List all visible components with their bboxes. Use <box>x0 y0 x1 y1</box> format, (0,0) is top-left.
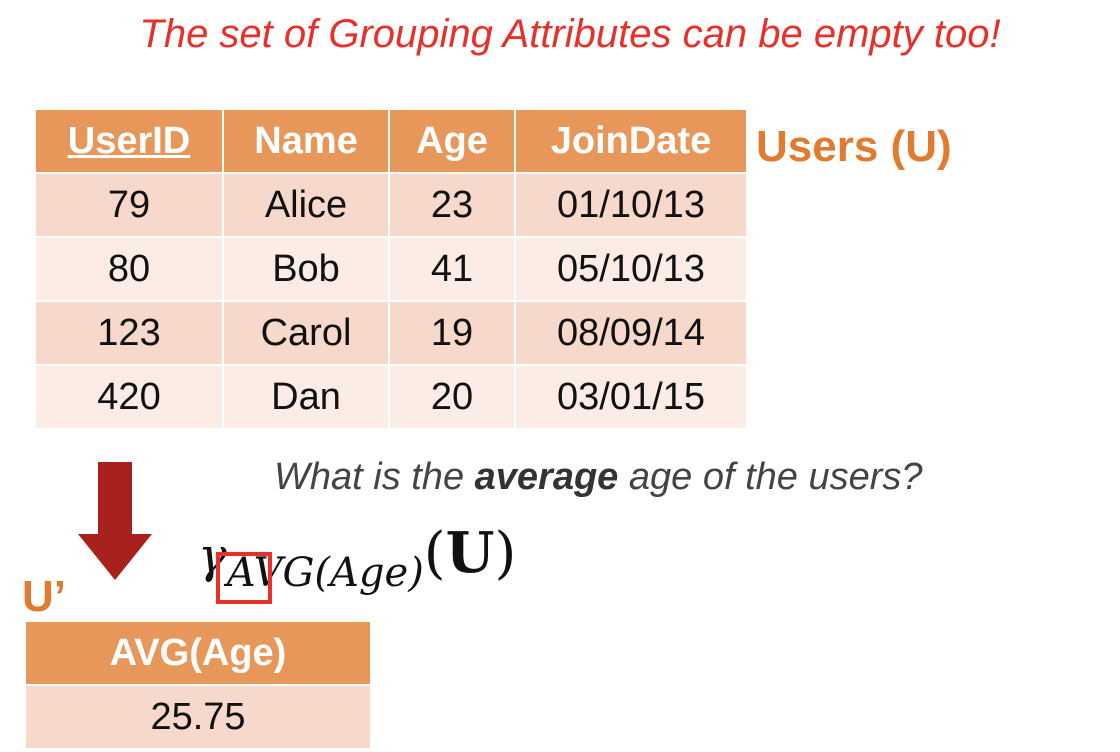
cell-name: Carol <box>222 300 390 366</box>
cell-userid: 80 <box>34 236 224 302</box>
cell-name: Alice <box>222 172 390 238</box>
question-before: What is the <box>274 456 475 498</box>
table-row: 420 Dan 20 03/01/15 <box>34 364 748 430</box>
column-header-userid: UserID <box>34 108 224 174</box>
column-header-age: Age <box>388 108 516 174</box>
users-table-label: Users (U) <box>756 122 952 171</box>
result-table: AVG(Age) 25.75 <box>24 620 372 750</box>
gamma-operator: γ <box>198 528 227 584</box>
formula-relation: U <box>445 520 495 586</box>
formula-subscript: AVG(Age) <box>226 550 424 596</box>
cell-name: Bob <box>222 236 390 302</box>
cell-age: 20 <box>388 364 516 430</box>
formula-close-paren: ) <box>494 521 517 586</box>
cell-joindate: 05/10/13 <box>514 236 748 302</box>
cell-joindate: 01/10/13 <box>514 172 748 238</box>
cell-userid: 123 <box>34 300 224 366</box>
table-row: 25.75 <box>24 684 372 750</box>
formula-open-paren: ( <box>423 521 446 586</box>
table-row: 123 Carol 19 08/09/14 <box>34 300 748 366</box>
users-table: UserID Name Age JoinDate 79 Alice 23 01/… <box>34 108 748 430</box>
empty-grouping-highlight-box <box>216 552 272 604</box>
question-after: age of the users? <box>618 456 923 498</box>
table-header-row: AVG(Age) <box>24 620 372 686</box>
cell-joindate: 08/09/14 <box>514 300 748 366</box>
column-header-joindate: JoinDate <box>514 108 748 174</box>
column-header-avg-age: AVG(Age) <box>24 620 372 686</box>
cell-avg-age: 25.75 <box>24 684 372 750</box>
cell-name: Dan <box>222 364 390 430</box>
cell-age: 41 <box>388 236 516 302</box>
question-emphasis: average <box>474 456 619 498</box>
cell-age: 19 <box>388 300 516 366</box>
cell-joindate: 03/01/15 <box>514 364 748 430</box>
aggregation-formula: γAVG(Age)(U) <box>198 520 517 596</box>
down-arrow-icon <box>78 462 152 580</box>
cell-age: 23 <box>388 172 516 238</box>
column-header-name: Name <box>222 108 390 174</box>
table-header-row: UserID Name Age JoinDate <box>34 108 748 174</box>
slide-title: The set of Grouping Attributes can be em… <box>139 12 1001 56</box>
result-table-label: U’ <box>22 572 66 621</box>
table-row: 80 Bob 41 05/10/13 <box>34 236 748 302</box>
cell-userid: 420 <box>34 364 224 430</box>
cell-userid: 79 <box>34 172 224 238</box>
question-text: What is the average age of the users? <box>274 456 923 499</box>
table-row: 79 Alice 23 01/10/13 <box>34 172 748 238</box>
